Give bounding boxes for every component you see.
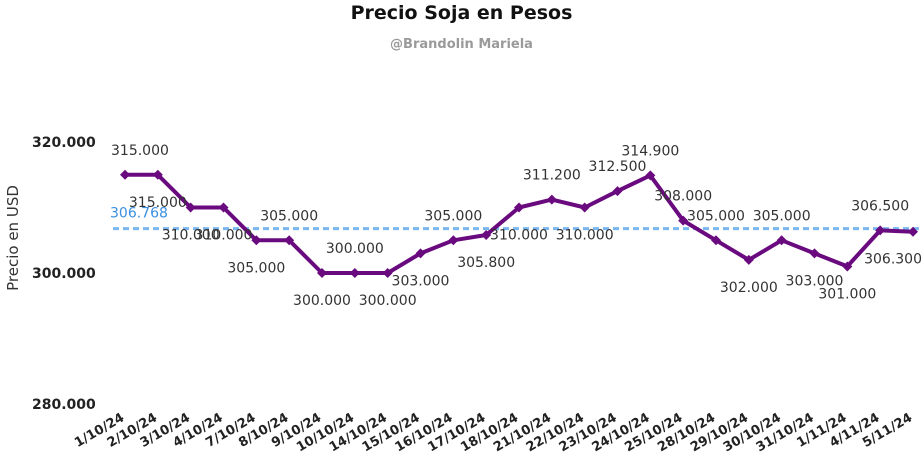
series-group — [120, 169, 918, 278]
data-point — [120, 169, 130, 180]
data-label: 311.200 — [523, 168, 581, 184]
data-label: 305.000 — [260, 208, 318, 224]
data-point — [743, 254, 754, 265]
data-point — [415, 248, 426, 259]
chart-title: Precio Soja en Pesos — [350, 2, 573, 24]
data-label: 312.500 — [589, 159, 647, 175]
data-point — [546, 194, 557, 205]
data-label: 300.000 — [359, 293, 417, 309]
y-axis-label: Precio en USD — [4, 185, 22, 291]
data-label: 310.000 — [490, 228, 548, 244]
data-point — [317, 268, 327, 278]
data-point — [185, 202, 196, 213]
data-point — [514, 202, 524, 213]
data-label: 300.000 — [293, 293, 351, 309]
average-line-group: 306.768 — [110, 206, 923, 231]
data-point — [711, 235, 721, 246]
data-label: 305.000 — [753, 208, 811, 224]
data-label: 310.000 — [195, 228, 253, 244]
data-label: 303.000 — [786, 273, 844, 289]
y-axis-ticks: 320.000 300.000 280.000 — [32, 135, 96, 413]
data-point — [908, 226, 918, 237]
data-point — [579, 202, 590, 213]
data-label: 300.000 — [326, 241, 384, 257]
data-point — [809, 248, 820, 259]
data-labels-group: 315.000315.000310.000310.000305.000305.0… — [111, 143, 922, 309]
data-point — [382, 268, 393, 278]
data-point — [645, 170, 656, 181]
data-point — [481, 230, 492, 241]
data-point — [875, 225, 886, 236]
data-point — [448, 235, 459, 246]
data-point — [284, 235, 295, 246]
data-point — [612, 186, 623, 197]
data-label: 305.000 — [227, 260, 285, 276]
data-point — [678, 215, 689, 226]
data-label: 310.000 — [162, 228, 220, 244]
data-point — [842, 261, 853, 272]
y-tick-label: 300.000 — [32, 266, 96, 282]
data-label: 308.000 — [654, 189, 712, 205]
data-label: 306.300 — [864, 252, 922, 268]
data-label: 315.000 — [129, 195, 187, 211]
data-point — [349, 268, 360, 278]
data-point — [776, 235, 787, 246]
chart-subtitle: @Brandolin Mariela — [390, 37, 533, 52]
data-label: 301.000 — [818, 286, 876, 302]
data-label: 305.000 — [687, 208, 745, 224]
data-point — [218, 202, 229, 213]
data-point — [152, 169, 163, 180]
y-tick-label: 280.000 — [32, 397, 96, 413]
data-label: 305.800 — [457, 255, 515, 271]
average-line-label: 306.768 — [110, 206, 168, 222]
x-axis-ticks: 1/10/242/10/243/10/244/10/247/10/248/10/… — [72, 410, 915, 455]
data-label: 305.000 — [424, 208, 482, 224]
data-label: 315.000 — [111, 143, 169, 159]
data-label: 314.900 — [621, 143, 679, 159]
data-label: 303.000 — [392, 273, 450, 289]
data-label: 310.000 — [556, 228, 614, 244]
y-tick-label: 320.000 — [32, 135, 96, 151]
data-label: 302.000 — [720, 280, 778, 296]
data-point — [251, 235, 262, 246]
data-label: 306.500 — [851, 198, 909, 214]
